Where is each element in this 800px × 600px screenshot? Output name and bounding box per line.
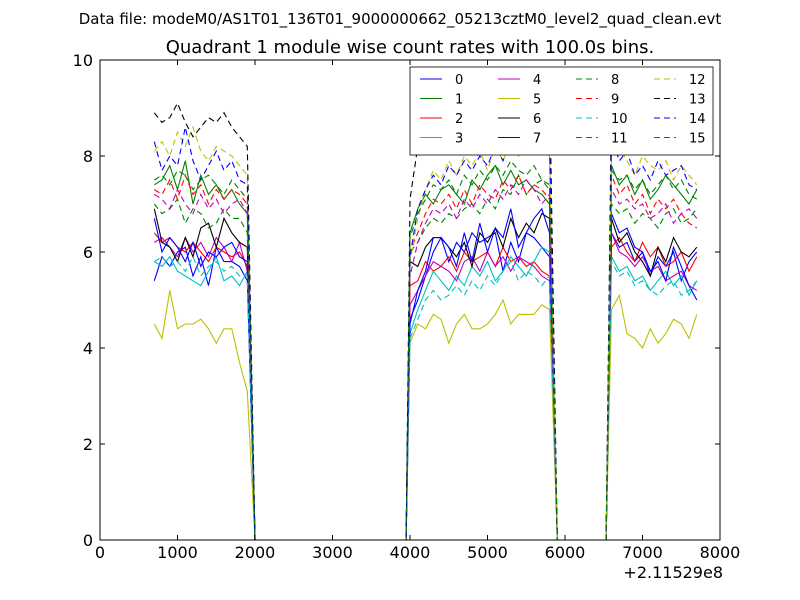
series-line-3 — [154, 246, 698, 541]
series-line-2 — [153, 232, 698, 541]
legend-label-1: 1 — [455, 93, 463, 108]
legend-label-15: 15 — [689, 132, 706, 147]
y-tick-label: 4 — [83, 339, 93, 358]
x-tick-label: 4000 — [390, 543, 431, 562]
series-line-8 — [153, 173, 698, 541]
x-tick-label: 3000 — [312, 543, 353, 562]
chart-title: Quadrant 1 module wise count rates with … — [166, 37, 655, 58]
x-tick-label: 5000 — [467, 543, 508, 562]
legend-frame — [409, 66, 714, 156]
series-line-7 — [153, 207, 698, 541]
legend-label-2: 2 — [455, 112, 463, 127]
y-tick-label: 8 — [83, 147, 93, 166]
legend-label-4: 4 — [533, 73, 541, 88]
legend-label-10: 10 — [611, 112, 628, 127]
series-line-14 — [153, 127, 698, 541]
x-tick-label: 2000 — [235, 543, 276, 562]
legend-label-13: 13 — [689, 93, 706, 108]
legend-label-14: 14 — [689, 112, 706, 127]
series-line-1 — [154, 160, 698, 541]
legend-label-7: 7 — [533, 132, 541, 147]
series-line-10 — [154, 255, 698, 541]
y-tick-label: 0 — [83, 531, 93, 550]
x-tick-label: 0 — [95, 543, 105, 562]
y-tick-label: 6 — [83, 243, 93, 262]
legend-label-9: 9 — [611, 93, 619, 108]
legend-label-6: 6 — [533, 112, 541, 127]
legend-label-11: 11 — [611, 132, 628, 147]
series-line-0 — [153, 230, 698, 541]
legend-label-5: 5 — [533, 93, 541, 108]
legend-label-8: 8 — [611, 73, 619, 88]
x-tick-label: 7000 — [622, 543, 663, 562]
legend-label-0: 0 — [455, 73, 463, 88]
series-line-5 — [153, 290, 698, 541]
legend-label-12: 12 — [689, 73, 706, 88]
y-tick-label: 2 — [83, 435, 93, 454]
series-line-4 — [154, 232, 698, 541]
x-tick-label: 6000 — [545, 543, 586, 562]
y-tick-label: 10 — [73, 51, 93, 70]
series-line-15 — [154, 159, 698, 541]
series-line-9 — [154, 173, 698, 541]
series-layer — [153, 68, 698, 541]
x-tick-label: 1000 — [157, 543, 198, 562]
legend-label-3: 3 — [455, 132, 463, 147]
x-offset-label: +2.11529e8 — [623, 563, 723, 582]
series-line-12 — [153, 125, 698, 541]
x-tick-label: 8000 — [700, 543, 741, 562]
series-line-6 — [153, 208, 698, 541]
suptitle: Data file: modeM0/AS1T01_136T01_90000006… — [79, 10, 722, 29]
